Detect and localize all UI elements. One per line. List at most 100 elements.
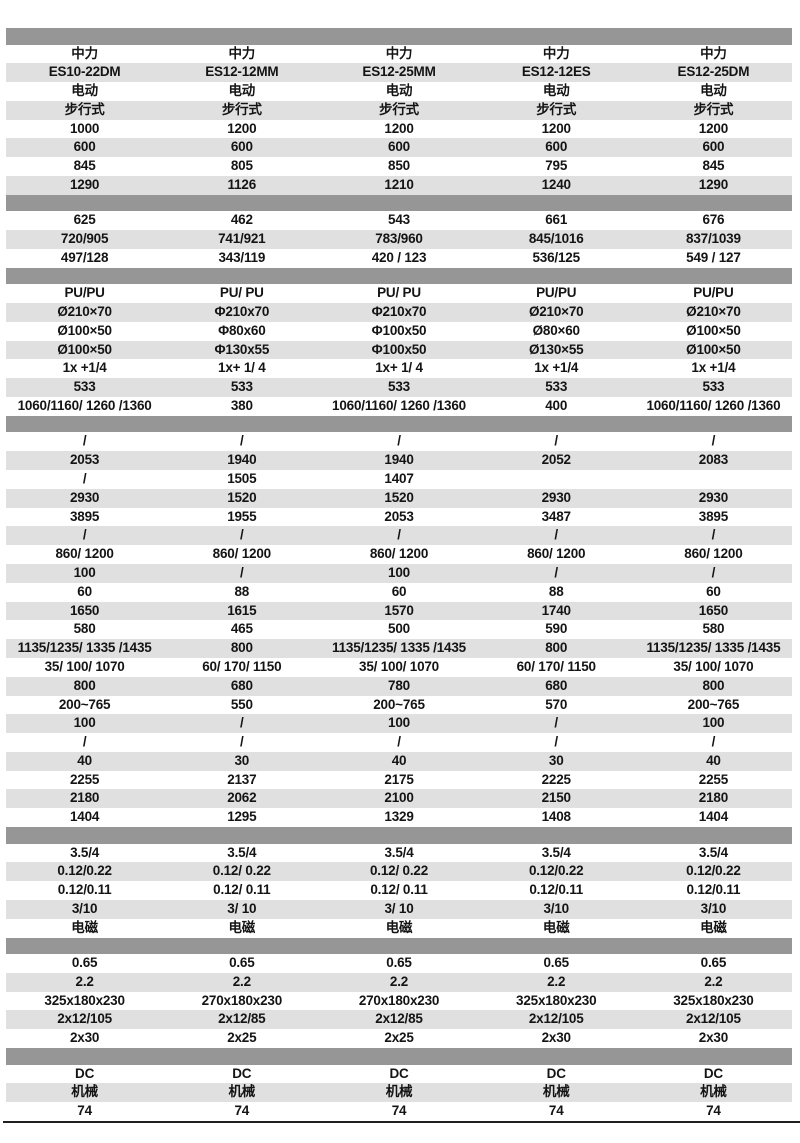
table-cell: DC <box>75 1065 95 1081</box>
table-row: 497/128 343/119 420 / 123 536/125 549 / 127 <box>6 248 792 268</box>
table-cell: 0.12/0.22 <box>528 863 584 879</box>
table-cell: Φ100x50 <box>371 322 427 338</box>
table-cell: 1520 <box>227 489 257 505</box>
table-cell: 74 <box>391 1103 407 1119</box>
table-cell: 40 <box>77 752 92 768</box>
table-cell: 1650 <box>69 602 100 618</box>
table-cell: 800 <box>702 677 725 693</box>
table-cell: / <box>554 433 558 449</box>
table-cell: 805 <box>230 158 253 174</box>
table-row: 100 / 100 / / <box>6 563 792 583</box>
table-cell: 420 / 123 <box>371 249 427 265</box>
table-row: PU/PU PU/ PU PU/ PU PU/PU PU/PU <box>6 284 792 304</box>
table-cell: 549 / 127 <box>686 249 741 265</box>
table-cell: 570 <box>545 696 568 712</box>
table-cell: 343/119 <box>218 249 266 265</box>
table-row: 533 533 533 533 533 <box>6 378 792 398</box>
table-cell: 0.12/0.11 <box>57 882 112 898</box>
section-divider <box>6 937 792 955</box>
table-cell: / <box>240 734 244 750</box>
table-cell: 600 <box>388 139 410 155</box>
table-cell: 200~765 <box>687 696 740 712</box>
table-row: Ø100×50 Φ130x55 Φ100x50 Ø130×55 Ø100×50 <box>6 340 792 360</box>
table-cell: 661 <box>545 212 568 228</box>
table-cell: Φ100x50 <box>371 341 427 357</box>
table-cell: 720/905 <box>60 231 109 247</box>
table-row: 2.2 2.2 2.2 2.2 2.2 <box>6 972 792 992</box>
table-cell: 2255 <box>69 771 100 787</box>
table-cell: 270x180x230 <box>358 992 440 1008</box>
table-cell: 2255 <box>698 771 729 787</box>
table-cell: 88 <box>548 583 564 599</box>
table-row: 机械 机械 机械 机械 机械 <box>6 1083 792 1103</box>
table-cell: 0.65 <box>386 955 412 971</box>
table-cell: 电磁 <box>71 919 98 935</box>
table-row: 3/10 3/ 10 3/ 10 3/10 3/10 <box>6 899 792 919</box>
table-cell: 1740 <box>541 602 571 618</box>
table-row: 中力 中力 中力 中力 中力 <box>6 44 792 64</box>
table-cell: 74 <box>548 1103 564 1119</box>
table-cell: 1x+ 1/ 4 <box>375 360 423 376</box>
table-cell: 2x12/105 <box>57 1011 112 1027</box>
table-cell: 536/125 <box>532 249 581 265</box>
table-cell: 1408 <box>541 809 571 825</box>
table-cell: / <box>554 734 558 750</box>
table-row: / / / / / <box>6 526 792 546</box>
table-cell: 1210 <box>384 177 414 193</box>
table-cell: 600 <box>73 139 96 155</box>
table-cell: 1x+ 1/ 4 <box>218 360 266 376</box>
table-cell: 2100 <box>384 790 414 806</box>
table-cell: 741/921 <box>218 231 266 247</box>
table-row: 580 465 500 590 580 <box>6 620 792 640</box>
table-cell: 3487 <box>541 508 571 524</box>
table-row: 1404 1295 1329 1408 1404 <box>6 808 792 828</box>
table-cell: DC <box>703 1065 723 1081</box>
table-cell: / <box>554 715 558 731</box>
table-cell: 2x30 <box>698 1030 729 1046</box>
table-cell: 1290 <box>698 177 729 193</box>
table-cell: 1505 <box>227 470 257 486</box>
table-cell: ES12-12ES <box>521 64 591 80</box>
table-cell: 步行式 <box>221 101 262 117</box>
table-row: 1135/1235/ 1335 /1435 800 1135/1235/ 1335 … <box>6 639 792 658</box>
table-cell: 2x12/105 <box>528 1011 584 1027</box>
table-cell: 200~765 <box>58 696 111 712</box>
table-cell: 1135/1235/ 1335 /1435 <box>332 640 466 656</box>
table-row: 0.65 0.65 0.65 0.65 0.65 <box>6 954 792 973</box>
table-cell: 1200 <box>698 120 729 136</box>
table-cell: 3895 <box>69 508 100 524</box>
section-divider <box>6 267 792 285</box>
table-cell: 2180 <box>69 790 100 806</box>
table-cell: PU/PU <box>693 285 734 301</box>
table-cell: / <box>711 564 716 580</box>
table-row: 845 805 850 795 845 <box>6 157 792 177</box>
table-cell: 1520 <box>384 489 414 505</box>
table-row: Ø210×70 Φ210x70 Φ210x70 Ø210×70 Ø210×70 <box>6 303 792 322</box>
table-cell: 1295 <box>227 809 257 825</box>
table-cell: 3895 <box>698 508 729 524</box>
table-cell: 0.12/ 0.11 <box>213 882 271 898</box>
table-row: 1060/1160/ 1260 /1360 380 1060/1160/ 1260 … <box>6 397 792 416</box>
table-cell: / <box>554 564 558 580</box>
table-cell: Ø210×70 <box>686 304 741 320</box>
table-cell: 1940 <box>227 452 257 468</box>
table-cell: 325x180x230 <box>516 992 597 1008</box>
table-cell: 3/10 <box>543 900 569 916</box>
table-row: 0.12/0.22 0.12/ 0.22 0.12/ 0.22 0.12/0.22 0.… <box>6 862 792 882</box>
table-cell: 550 <box>230 696 253 712</box>
table-cell: 0.12/0.22 <box>686 863 741 879</box>
table-cell: 795 <box>545 158 568 174</box>
table-cell: 电磁 <box>385 919 413 935</box>
table-cell: 2180 <box>698 790 729 806</box>
table-cell: 1404 <box>69 809 100 825</box>
table-cell: 步行式 <box>64 101 105 117</box>
table-cell: 325x180x230 <box>44 992 125 1008</box>
table-cell: 325x180x230 <box>673 992 754 1008</box>
table-cell: Φ210x70 <box>214 304 270 320</box>
table-row: 60 88 60 88 60 <box>6 582 792 602</box>
table-row: / / / / / <box>6 733 792 752</box>
section-divider <box>6 415 792 433</box>
table-cell: / <box>82 433 87 449</box>
table-cell: 533 <box>230 379 253 395</box>
table-cell: 2930 <box>541 489 571 505</box>
